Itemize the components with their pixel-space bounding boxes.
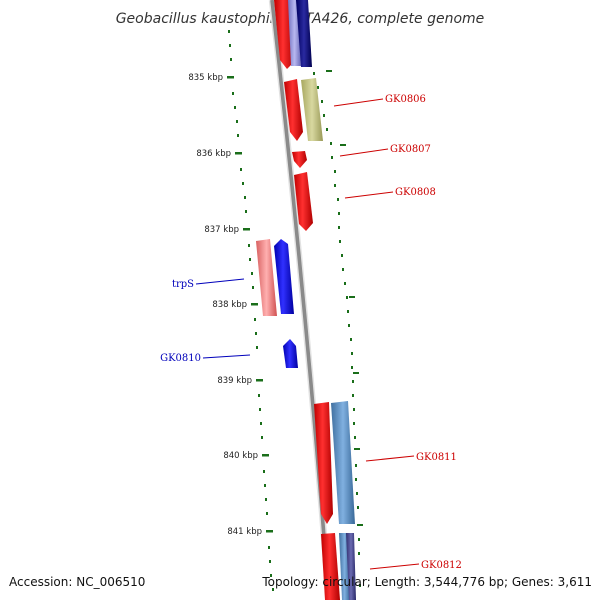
gene-features (256, 0, 356, 600)
gene-label[interactable]: GK0812 (421, 560, 462, 571)
gene-labels: GK0806 GK0807 GK0808 trpS GK0810 GK0811 GK0812 (160, 94, 462, 571)
gene-arrow-gk0808[interactable] (294, 172, 313, 231)
scale-ticks: 835 kbp 836 kbp 837 kbp 838 kbp 839 kbp 840 k… (188, 73, 273, 537)
scale-tick-mark (235, 152, 242, 155)
scale-tick-mark (256, 379, 263, 382)
scale-tick-mark (227, 76, 234, 79)
gene-label[interactable]: trpS (172, 279, 194, 290)
gene-arrow-gk0811[interactable] (314, 402, 333, 524)
genome-summary-text: Topology: circular; Length: 3,544,776 bp… (262, 575, 592, 589)
gene-arrow-gk0807[interactable] (292, 151, 307, 168)
cds-trps (256, 239, 277, 316)
gene-label-leader (369, 563, 420, 570)
gene-label-leader (333, 98, 384, 107)
scale-tick-label: 841 kbp (227, 527, 262, 537)
scale-tick-label: 836 kbp (196, 149, 231, 159)
cds-gk0806 (301, 78, 323, 141)
scale-tick-mark (243, 228, 250, 231)
scale-tick-label: 839 kbp (217, 376, 252, 386)
scale-tick-mark (266, 530, 273, 533)
gene-label[interactable]: GK0808 (395, 187, 436, 198)
cds-upper-navy (296, 0, 312, 67)
cds-gk0811 (331, 401, 355, 524)
gene-label-leader (339, 148, 389, 157)
gene-label-leader (365, 455, 415, 462)
gene-arrow-gk0812[interactable] (321, 533, 340, 600)
cds-gk0812-purple (346, 533, 356, 600)
gene-label-leader (202, 354, 251, 359)
gene-arrow-trps[interactable] (274, 239, 294, 314)
scale-tick-label: 837 kbp (204, 225, 239, 235)
scale-tick-label: 840 kbp (223, 451, 258, 461)
scale-tick-mark (251, 303, 258, 306)
gene-arrow-gk0806[interactable] (284, 79, 303, 141)
gene-label[interactable]: GK0807 (390, 144, 431, 155)
inner-tick-ring (228, 30, 274, 591)
gene-label[interactable]: GK0810 (160, 353, 201, 364)
outer-tick-ring (296, 16, 363, 587)
gene-label-leader (344, 191, 394, 199)
scale-tick-mark (262, 454, 269, 457)
gene-label-leader (195, 278, 245, 285)
accession-text: Accession: NC_006510 (9, 575, 146, 589)
gene-label[interactable]: GK0811 (416, 452, 457, 463)
scale-tick-label: 838 kbp (212, 300, 247, 310)
gene-label[interactable]: GK0806 (385, 94, 426, 105)
gene-arrow-gk0810[interactable] (283, 339, 298, 368)
scale-tick-label: 835 kbp (188, 73, 223, 83)
